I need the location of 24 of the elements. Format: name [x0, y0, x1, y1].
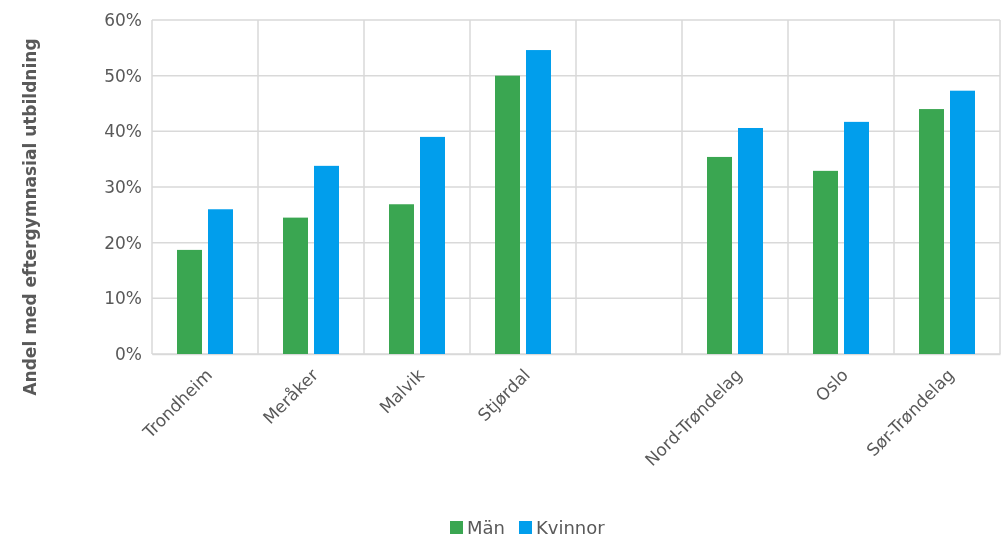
bar — [526, 50, 551, 354]
y-tick-label: 0% — [115, 343, 142, 364]
bar — [283, 217, 308, 354]
bar — [707, 156, 732, 354]
bar — [950, 90, 975, 354]
bar — [844, 121, 869, 354]
bar — [420, 136, 445, 354]
y-tick-label: 60% — [104, 9, 142, 30]
legend-label: Män — [467, 517, 505, 538]
y-tick-label: 50% — [104, 65, 142, 86]
bar — [495, 75, 520, 354]
y-tick-label: 10% — [104, 288, 142, 309]
bar — [314, 165, 339, 354]
y-tick-label: 20% — [104, 232, 142, 253]
bar — [177, 249, 202, 354]
bar — [389, 204, 414, 354]
bar — [738, 127, 763, 354]
y-tick-label: 30% — [104, 176, 142, 197]
y-axis-title: Andel med eftergymnasial utbildning — [20, 38, 40, 396]
bar — [813, 170, 838, 354]
legend-label: Kvinnor — [536, 517, 606, 538]
bar — [208, 209, 233, 354]
y-tick-label: 40% — [104, 121, 142, 142]
bar — [919, 109, 944, 354]
